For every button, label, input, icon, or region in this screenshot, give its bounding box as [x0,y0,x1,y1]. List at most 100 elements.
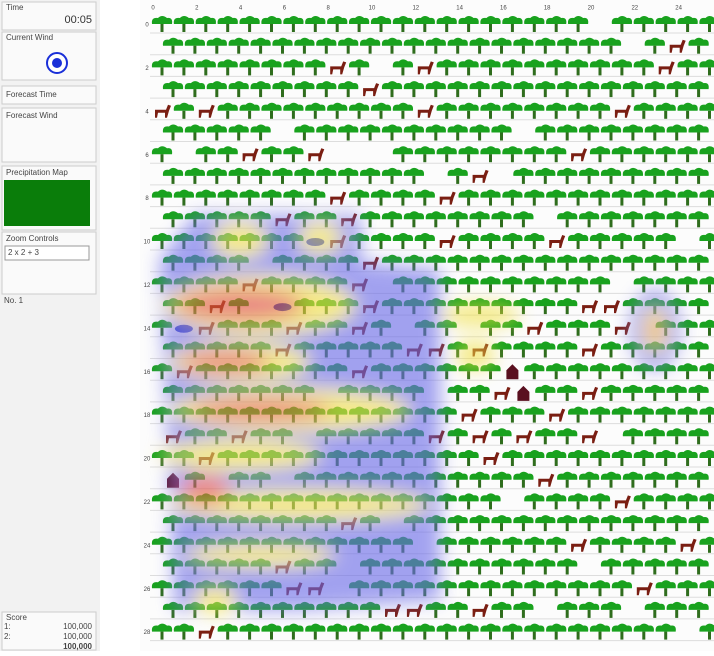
tree-trunk [510,110,514,119]
tree-trunk [313,67,317,76]
cell [524,580,545,597]
time-label: Time [6,3,24,12]
tree-canopy [458,233,479,241]
tree-trunk [631,349,635,358]
precip-label: Precipitation Map [6,168,68,177]
tree-canopy [348,189,370,198]
tree-canopy [491,558,512,567]
tree-trunk [587,89,591,98]
tree-trunk [456,523,460,532]
cell [655,233,676,249]
tree-canopy [644,124,665,133]
tree-trunk [193,132,197,141]
cell [677,189,698,206]
tree-canopy [294,167,315,176]
tree-trunk [346,609,350,618]
heat-high [180,474,230,506]
tree-canopy [524,16,545,24]
tree-trunk [532,284,536,293]
cell [491,471,512,488]
tree-trunk [401,154,405,163]
cell [436,16,457,32]
deer [198,104,215,118]
tree-canopy [677,59,698,68]
tree-trunk [160,241,164,249]
deer [439,191,456,205]
tree-trunk [653,89,657,98]
tree-trunk [543,45,547,54]
zoom-select[interactable] [4,245,90,261]
tree-trunk [543,349,547,358]
tree-trunk [368,45,372,54]
tree-trunk [423,24,427,32]
heat-mid [212,222,268,258]
tree-trunk [434,132,438,141]
deer [582,300,599,314]
cell [557,211,578,228]
tree-canopy [447,81,468,90]
cell [348,102,370,119]
tree-trunk [576,67,580,76]
tree-canopy [589,59,611,68]
cell [480,580,501,597]
heat-mid [440,303,520,327]
tree-canopy [557,81,578,90]
tree-canopy [677,146,698,155]
tree-canopy [688,167,709,176]
cell [567,623,589,640]
tree-trunk [281,45,284,54]
cell [535,341,556,358]
tree-canopy [699,146,714,155]
tree-canopy [513,211,534,220]
tree-canopy [677,493,698,502]
tree-canopy [666,211,687,220]
tree-canopy [206,37,227,46]
tree-canopy [491,81,512,90]
cell [589,276,611,293]
cell [425,81,446,98]
deer [516,430,533,444]
tree-canopy [502,580,523,589]
tree-trunk [489,544,492,553]
cell [655,276,676,293]
cell [524,102,545,119]
tree-trunk [565,132,569,141]
tree-trunk [532,241,536,249]
cell [633,450,654,466]
tree-canopy [151,536,173,545]
tree-canopy [469,384,490,393]
tree-canopy [502,102,523,111]
tree-canopy [622,428,644,437]
cell [436,450,457,466]
tree-trunk [467,371,471,380]
tree-canopy [491,341,512,350]
tree-trunk [335,110,339,119]
tree-canopy [458,189,479,198]
cell [582,300,599,314]
cell [330,61,347,75]
tree-trunk [291,67,295,76]
cell [589,493,611,510]
tree-canopy [611,59,633,68]
cell [480,623,501,640]
tree-canopy [502,536,523,545]
cell [425,601,446,618]
tree-trunk [434,262,438,271]
tree-canopy [381,254,403,263]
cell [206,81,227,98]
tree-trunk [543,89,547,98]
tree-canopy [633,59,654,68]
tree-trunk [412,262,416,271]
tree-trunk [708,414,711,423]
tree-canopy [381,81,403,90]
tree-canopy [644,601,665,610]
tree-trunk [160,197,164,206]
tree-trunk [653,219,657,228]
tree-trunk [171,89,175,98]
tree-trunk [642,371,646,380]
tree-trunk [631,219,635,228]
heat-mid [455,340,495,370]
column-label: 6 [283,6,287,12]
tree-canopy [458,16,479,24]
tree-canopy [447,211,468,220]
